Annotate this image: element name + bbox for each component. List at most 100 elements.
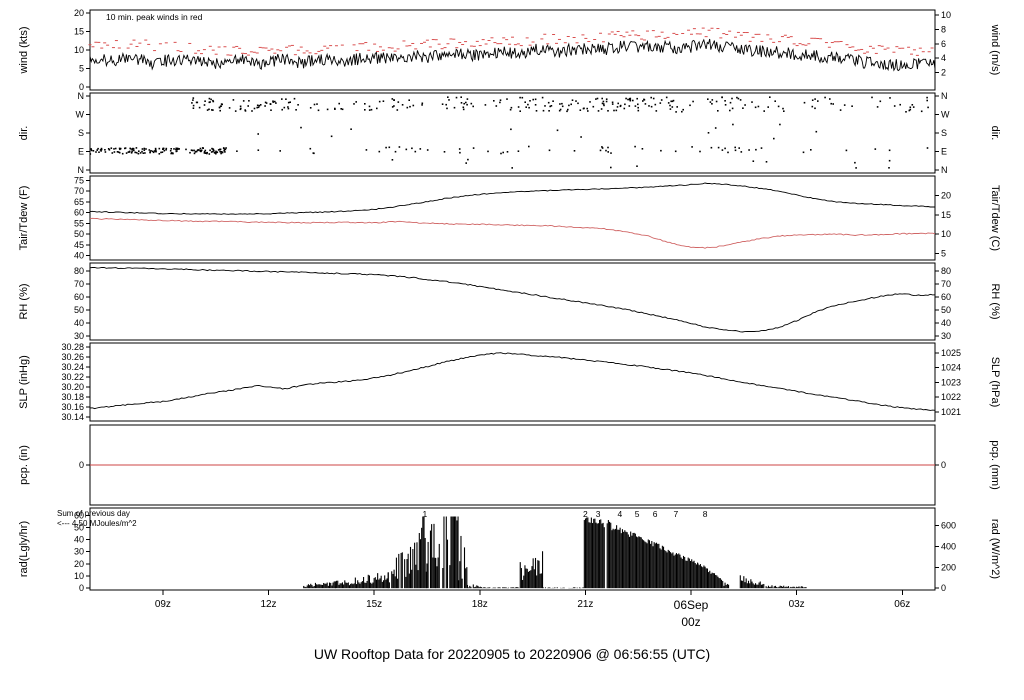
- rad-hour-mark: 3: [596, 509, 601, 519]
- left-tick-label: 30: [74, 547, 84, 557]
- right-tick-label: E: [941, 147, 947, 157]
- series-wind-speed: [89, 38, 936, 72]
- rad-hour-mark: 5: [635, 509, 640, 519]
- right-axis-title-rad: rad (W/m^2): [989, 519, 1001, 579]
- series-dew-point: [89, 217, 936, 249]
- left-tick-label: 30.28: [61, 342, 84, 352]
- right-tick-label: 2: [941, 68, 946, 78]
- series-relative-humidity: [89, 266, 936, 333]
- left-tick-label: 30.24: [61, 362, 84, 372]
- rad-hour-mark: 6: [653, 509, 658, 519]
- left-tick-label: 75: [74, 175, 84, 185]
- right-tick-label: 60: [941, 292, 951, 302]
- left-tick-label: 40: [74, 251, 84, 261]
- left-tick-label: N: [78, 165, 85, 175]
- right-tick-label: W: [941, 109, 950, 119]
- left-tick-label: 45: [74, 240, 84, 250]
- date-label-hour: 00z: [681, 615, 700, 629]
- left-axis-title-wind: wind (kts): [18, 26, 30, 74]
- x-tick-label: 09z: [155, 599, 171, 610]
- right-axis-title-temp: Tair/Tdew (C): [989, 185, 1001, 251]
- right-tick-label: 8: [941, 24, 946, 34]
- right-tick-label: 10: [941, 10, 951, 20]
- left-axis-title-rh: RH (%): [18, 283, 30, 319]
- left-tick-label: 50: [74, 229, 84, 239]
- right-tick-label: 6: [941, 39, 946, 49]
- right-tick-label: 1021: [941, 407, 961, 417]
- left-tick-label: 70: [74, 186, 84, 196]
- x-tick-label: 18z: [472, 599, 488, 610]
- left-tick-label: 30.18: [61, 392, 84, 402]
- right-tick-label: 10: [941, 229, 951, 239]
- right-tick-label: N: [941, 91, 948, 101]
- panel-rh: 30 40 50 60 70 80 30 40 50 60 70 80 RH (%) RH (%): [18, 262, 1001, 341]
- rad-sum-note: Sum of previous day: [57, 509, 130, 518]
- left-axis-title-dir: dir.: [18, 126, 30, 141]
- left-tick-label: 30.20: [61, 382, 84, 392]
- series-peak-wind: [88, 27, 934, 56]
- left-tick-label: N: [78, 91, 85, 101]
- right-axis-title-slp: SLP (hPa): [989, 357, 1001, 408]
- rad-sum-note: <--- 4.50 MJoules/m^2: [57, 519, 137, 528]
- left-tick-label: 30.14: [61, 412, 84, 422]
- right-tick-label: 5: [941, 249, 946, 259]
- rad-hour-mark: 4: [618, 509, 623, 519]
- right-tick-label: 20: [941, 190, 951, 200]
- x-axis: 09z 12z 15z 18z 21z 03z 06z 06Sep 00z: [155, 590, 910, 629]
- panel-note: 10 min. peak winds in red: [106, 12, 203, 22]
- rad-hour-mark: 2: [583, 509, 588, 519]
- left-tick-label: 55: [74, 218, 84, 228]
- right-tick-label: S: [941, 128, 947, 138]
- left-tick-label: 30.22: [61, 372, 84, 382]
- left-tick-label: 10: [74, 45, 84, 55]
- right-tick-label: 0: [941, 460, 946, 470]
- left-tick-label: 70: [74, 279, 84, 289]
- left-tick-label: 15: [74, 26, 84, 36]
- right-tick-label: 30: [941, 331, 951, 341]
- x-tick-label: 03z: [789, 599, 805, 610]
- left-axis-title-pcp: pcp. (in): [18, 445, 30, 485]
- rad-hour-mark: 8: [703, 509, 708, 519]
- left-tick-label: 50: [74, 522, 84, 532]
- left-axis-title-temp: Tair/Tdew (F): [18, 186, 30, 251]
- figure-title: UW Rooftop Data for 20220905 to 20220906…: [314, 646, 710, 662]
- series-solar-radiation: [303, 516, 807, 589]
- left-axis-title-slp: SLP (inHg): [18, 355, 30, 409]
- left-tick-label: 40: [74, 318, 84, 328]
- right-tick-label: 1022: [941, 392, 961, 402]
- panel-frame-rh: [89, 262, 936, 341]
- right-axis-title-rh: RH (%): [989, 283, 1001, 319]
- panel-slp: 30.1430.1630.1830.2030.2230.2430.2630.28…: [18, 342, 1001, 422]
- left-tick-label: 30: [74, 331, 84, 341]
- right-axis-title-wind: wind (m/s): [989, 24, 1001, 76]
- right-tick-label: 1023: [941, 378, 961, 388]
- left-tick-label: 80: [74, 266, 84, 276]
- date-label-day: 06Sep: [674, 598, 709, 612]
- right-tick-label: 400: [941, 541, 956, 551]
- left-tick-label: 60: [74, 208, 84, 218]
- x-tick-label: 15z: [366, 599, 382, 610]
- right-tick-label: N: [941, 165, 948, 175]
- right-tick-label: 1024: [941, 363, 961, 373]
- panel-frame-wind: [89, 9, 936, 91]
- x-tick-label: 21z: [577, 599, 593, 610]
- left-tick-label: 40: [74, 535, 84, 545]
- right-tick-label: 50: [941, 305, 951, 315]
- left-tick-label: 0: [79, 460, 84, 470]
- panel-frame-dir: [89, 92, 936, 174]
- right-tick-label: 40: [941, 318, 951, 328]
- left-tick-label: 20: [74, 8, 84, 18]
- right-tick-label: 200: [941, 562, 956, 572]
- left-tick-label: 60: [74, 292, 84, 302]
- x-tick-label: 06z: [894, 599, 910, 610]
- left-tick-label: W: [76, 109, 85, 119]
- panel-frame-slp: [89, 342, 936, 422]
- panel-pcp: 0 0 pcp. (in) pcp. (mm): [18, 424, 1001, 506]
- left-tick-label: 30.26: [61, 352, 84, 362]
- left-tick-label: 0: [79, 82, 84, 92]
